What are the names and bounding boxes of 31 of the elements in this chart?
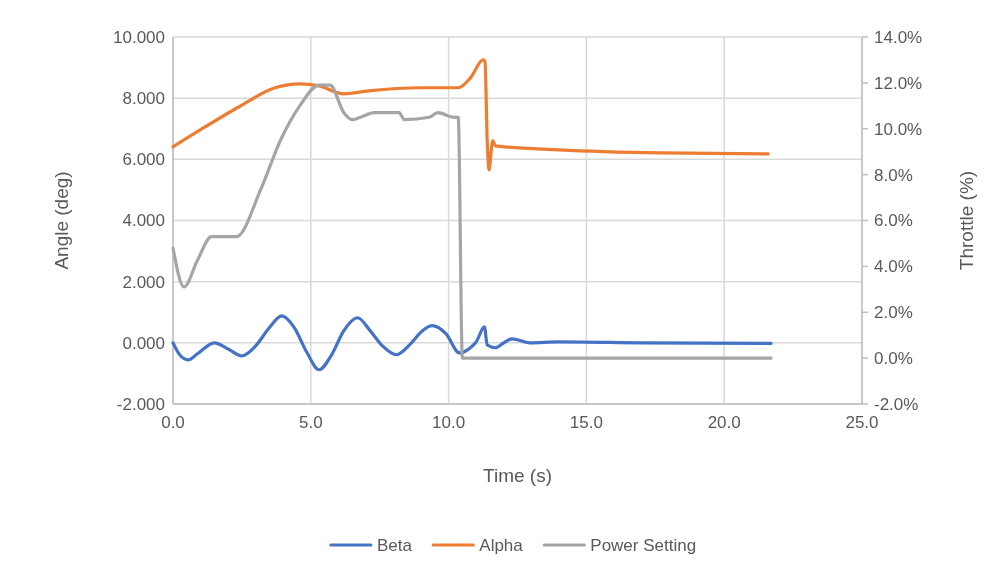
x-tick-label: 15.0	[569, 413, 603, 432]
y-tick-label: 2.000	[122, 272, 165, 292]
y2-tick-label: 10.0%	[874, 119, 923, 139]
x-tick-label: 0.0	[161, 413, 185, 432]
y2-tick-label: 14.0%	[874, 27, 923, 47]
y-tick-label: -2.000	[116, 394, 165, 414]
y-tick-label: 0.000	[122, 333, 165, 353]
y2-axis-title: Throttle (%)	[956, 170, 977, 271]
y2-tick-label: 6.0%	[874, 211, 913, 231]
y-tick-label: 4.000	[122, 211, 165, 231]
y-tick-label: 10.000	[113, 27, 165, 47]
y2-tick-label: 0.0%	[874, 349, 913, 369]
legend-label: Power Setting	[590, 535, 697, 555]
y-tick-label: 8.000	[122, 89, 165, 109]
y2-tick-label: 8.0%	[874, 165, 913, 185]
x-axis-title: Time (s)	[483, 465, 552, 486]
line-series	[171, 314, 773, 372]
y2-tick-label: -2.0%	[874, 394, 919, 414]
legend-label: Alpha	[479, 535, 524, 555]
line-series	[171, 58, 770, 172]
y-axis-title: Angle (deg)	[51, 171, 72, 270]
y2-tick-label: 4.0%	[874, 257, 913, 277]
x-tick-label: 20.0	[707, 413, 741, 432]
y2-tick-label: 12.0%	[874, 73, 923, 93]
line-series	[171, 83, 773, 360]
x-tick-label: 5.0	[298, 413, 323, 432]
y2-tick-label: 2.0%	[874, 303, 913, 323]
x-tick-label: 25.0	[845, 413, 879, 432]
x-tick-label: 10.0	[432, 413, 466, 432]
y-tick-label: 6.000	[122, 150, 165, 170]
legend-label: Beta	[376, 535, 413, 555]
